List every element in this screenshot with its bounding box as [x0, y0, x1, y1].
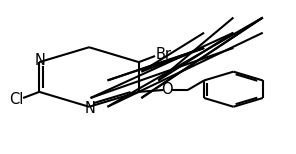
Text: O: O: [161, 83, 173, 97]
Text: Br: Br: [155, 47, 171, 62]
Text: Cl: Cl: [9, 92, 24, 107]
Text: N: N: [85, 101, 95, 116]
Text: N: N: [35, 53, 46, 68]
